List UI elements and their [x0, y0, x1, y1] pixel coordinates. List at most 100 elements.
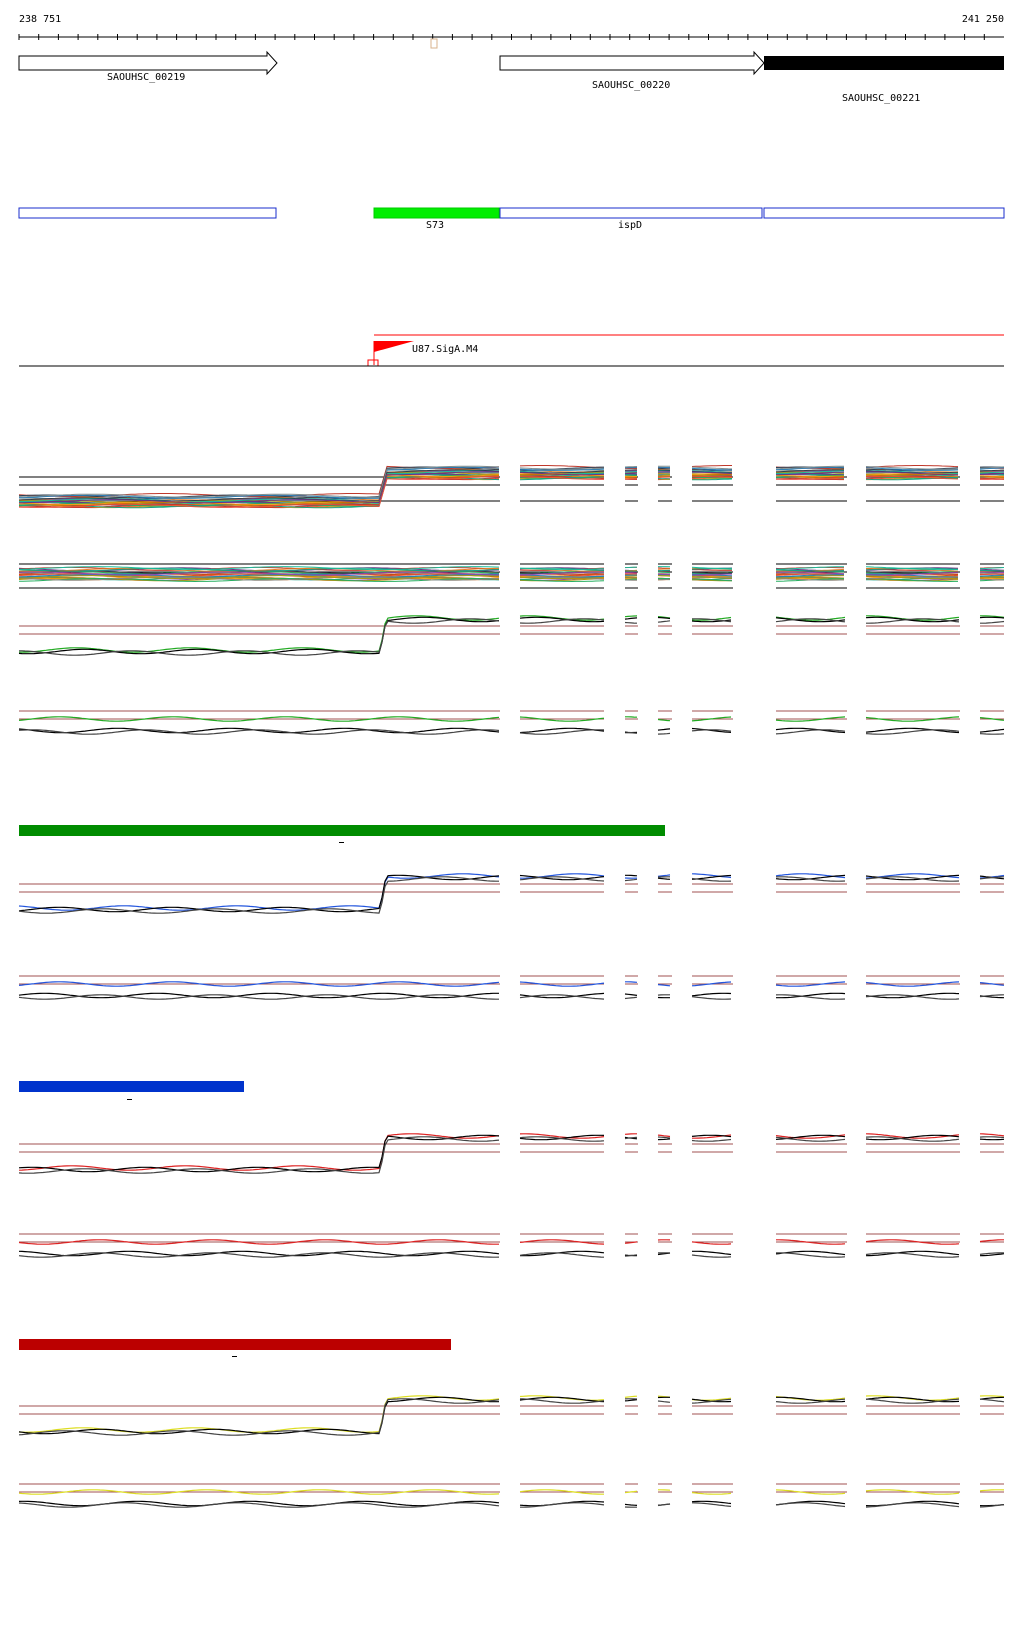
gene-track: SAOUHSC_00219 SAOUHSC_00220 SAOUHSC_0022…: [18, 50, 1004, 104]
gene-arrow[interactable]: [764, 56, 1004, 70]
condition-bar-red[interactable]: [19, 1339, 451, 1350]
segment-ispd[interactable]: [499, 207, 763, 219]
expression-profiles: [18, 465, 1005, 1508]
segment-s73[interactable]: [373, 207, 500, 219]
ruler-position-marker[interactable]: [430, 38, 438, 49]
promoter-label: U87.SigA.M4: [412, 344, 478, 355]
ruler-start-label: 238 751: [19, 14, 61, 25]
gene-saouhsc-00221[interactable]: SAOUHSC_00221: [764, 56, 1004, 104]
profile-series: [657, 573, 671, 575]
profile-series: [775, 474, 845, 477]
profile-series: [691, 571, 732, 574]
profile-series: [657, 1136, 671, 1139]
profile-series: [776, 1239, 846, 1245]
profile-series: [624, 1399, 638, 1402]
profile-series: [18, 1134, 500, 1173]
profile-series: [775, 477, 845, 480]
profile-series: [775, 981, 846, 987]
profile-series: [775, 470, 845, 474]
profile-series: [691, 981, 732, 987]
profile-series: [865, 616, 960, 623]
profile-series: [18, 1239, 499, 1245]
profile-series: [775, 1398, 846, 1404]
profile-series: [18, 1133, 500, 1171]
profile-series: [519, 1396, 605, 1403]
profile-series: [775, 571, 845, 575]
segment-box[interactable]: [763, 207, 1005, 219]
segment-box[interactable]: [18, 207, 277, 219]
condition-bar-green[interactable]: [19, 825, 665, 836]
profile-series: [691, 569, 732, 571]
profile-series: [18, 981, 500, 987]
profile-track: [18, 1233, 1005, 1258]
gene-saouhsc-00220[interactable]: SAOUHSC_00220: [499, 50, 765, 91]
profile-series: [865, 716, 960, 722]
profile-series: [657, 984, 671, 987]
gene-arrow[interactable]: [18, 50, 278, 76]
profile-series: [775, 1489, 846, 1495]
profile-series: [979, 466, 1005, 469]
profile-series: [865, 1489, 960, 1495]
profile-series: [624, 615, 638, 618]
profile-track: [18, 710, 1005, 735]
profile-series: [691, 1138, 732, 1142]
profile-series: [775, 1250, 846, 1256]
profile-series: [691, 566, 733, 570]
profile-series: [979, 567, 1005, 570]
condition-bars: [19, 825, 665, 1357]
profile-series: [18, 1250, 500, 1257]
segment-s73-label: S73: [426, 220, 444, 231]
profile-series: [691, 1492, 732, 1495]
profile-series: [865, 466, 959, 470]
profile-series: [979, 578, 1005, 581]
profile-series: [18, 566, 500, 571]
profile-series: [866, 471, 958, 476]
profile-series: [520, 873, 605, 879]
profile-series: [657, 571, 671, 574]
profile-series: [18, 1398, 500, 1436]
profile-series: [657, 1134, 671, 1138]
profile-series: [519, 716, 605, 722]
profile-series: [624, 474, 638, 476]
profile-series: [691, 476, 733, 479]
profile-series: [657, 620, 671, 623]
gene-label: SAOUHSC_00221: [842, 93, 920, 104]
profile-track: [18, 975, 1005, 1000]
profile-track: [18, 1483, 1005, 1508]
promoter-flag-icon[interactable]: [374, 341, 414, 352]
profile-series: [519, 476, 604, 480]
profile-series: [519, 1252, 605, 1258]
profile-series: [775, 727, 846, 734]
profile-series: [979, 1253, 1005, 1257]
profile-series: [18, 473, 500, 505]
profile-series: [657, 718, 671, 722]
profile-series: [18, 1489, 500, 1495]
profile-series: [18, 873, 500, 911]
profile-track: [18, 1133, 1005, 1174]
promoter-tss-marker[interactable]: [367, 359, 379, 367]
profile-series: [865, 994, 960, 1000]
profile-series: [18, 576, 500, 581]
gene-arrow[interactable]: [499, 50, 765, 76]
profile-series: [980, 620, 1005, 624]
profile-series: [19, 471, 500, 504]
condition-bar-blue[interactable]: [19, 1081, 244, 1092]
profile-series: [775, 573, 845, 578]
coordinate-ruler: 238 751 241 250: [18, 14, 1004, 49]
profile-series: [18, 876, 499, 914]
profile-series: [18, 571, 499, 576]
profile-series: [979, 1489, 1005, 1492]
profile-series: [519, 468, 605, 471]
profile-series: [18, 1502, 500, 1508]
profile-series: [979, 1252, 1004, 1255]
profile-series: [519, 876, 605, 882]
profile-series: [624, 1254, 638, 1257]
profile-series: [519, 981, 605, 987]
gene-saouhsc-00219[interactable]: SAOUHSC_00219: [18, 50, 278, 83]
profile-series: [624, 566, 638, 569]
profile-series: [18, 567, 500, 572]
profile-series: [775, 876, 846, 882]
gene-label: SAOUHSC_00220: [592, 80, 670, 91]
profile-series: [775, 469, 845, 473]
